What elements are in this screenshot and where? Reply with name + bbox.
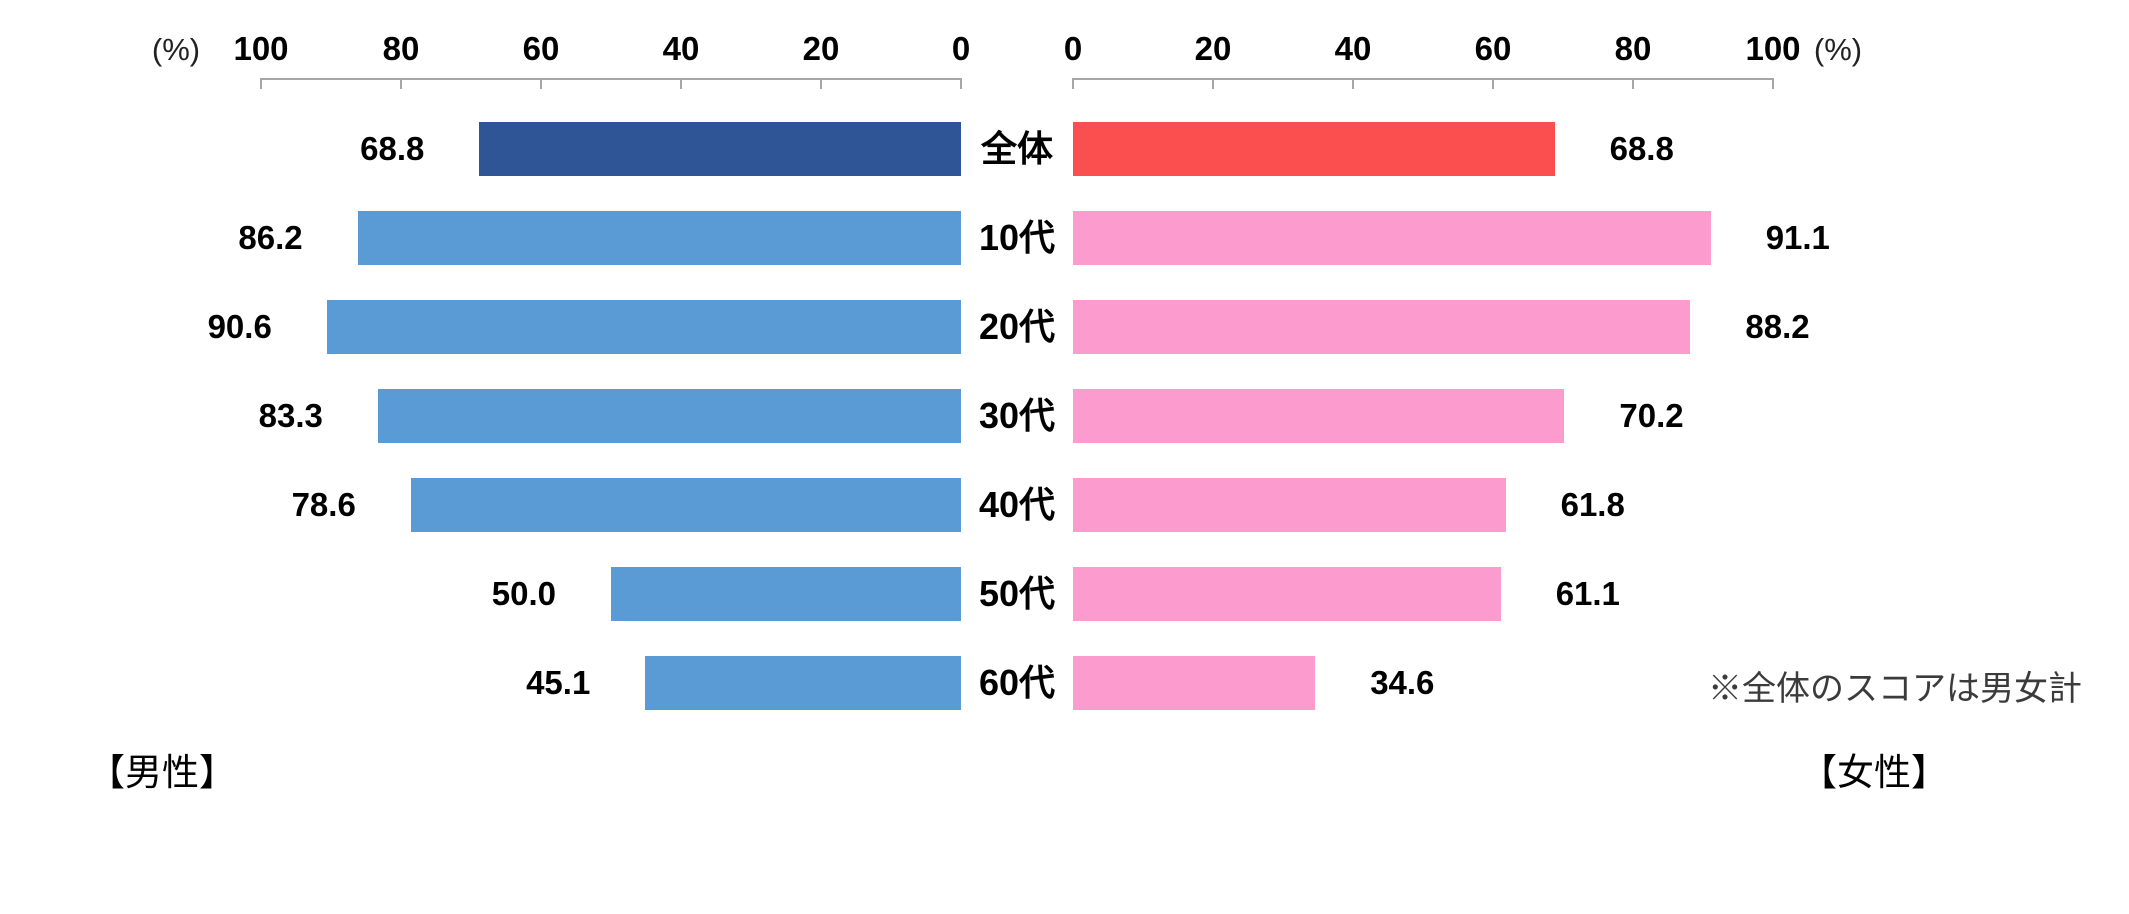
male-value-label: 50.0 xyxy=(491,575,556,612)
male-bar xyxy=(645,656,961,710)
category-label: 40代 xyxy=(978,484,1056,525)
male-value-label: 78.6 xyxy=(291,486,356,523)
male-bar xyxy=(611,567,961,621)
axis-tick-mark xyxy=(260,78,262,89)
female-value-label: 68.8 xyxy=(1609,130,1674,167)
male-value-label: 90.6 xyxy=(207,308,272,345)
axis-tick-mark xyxy=(540,78,542,89)
male-value-label: 86.2 xyxy=(238,219,303,256)
axis-tick-mark xyxy=(1352,78,1354,89)
axis-tick-mark xyxy=(1492,78,1494,89)
female-section-label: 【女性】 xyxy=(1800,752,1948,793)
male-section-label: 【男性】 xyxy=(88,752,236,793)
category-label: 全体 xyxy=(980,128,1053,169)
female-value-label: 88.2 xyxy=(1745,308,1810,345)
axis-tick-label: 40 xyxy=(1334,30,1372,67)
male-bar xyxy=(479,122,961,176)
axis-tick-label: 100 xyxy=(1745,30,1801,67)
axis-tick-label: 80 xyxy=(382,30,420,67)
male-value-label: 68.8 xyxy=(360,130,425,167)
axis-tick-mark xyxy=(960,78,962,89)
chart-row: 90.6 20代 88.2 xyxy=(0,300,2129,354)
left-axis-line xyxy=(261,78,961,80)
chart-row: 50.0 50代 61.1 xyxy=(0,567,2129,621)
male-bar xyxy=(326,300,961,354)
male-value-label: 83.3 xyxy=(258,397,323,434)
axis-tick-mark xyxy=(1212,78,1214,89)
axis-tick-label: 80 xyxy=(1614,30,1652,67)
axis-tick-mark xyxy=(680,78,682,89)
female-bar xyxy=(1073,300,1691,354)
axis-tick-mark xyxy=(820,78,822,89)
axis-tick-label: 40 xyxy=(662,30,700,67)
category-label: 20代 xyxy=(978,306,1056,347)
axis-tick-label: 100 xyxy=(233,30,289,67)
category-label: 30代 xyxy=(978,395,1056,436)
female-value-label: 70.2 xyxy=(1619,397,1684,434)
axis-tick-mark xyxy=(400,78,402,89)
female-value-label: 91.1 xyxy=(1765,219,1830,256)
axis-tick-label: 60 xyxy=(522,30,560,67)
male-bar xyxy=(357,211,961,265)
chart-row: 68.8 全体 68.8 xyxy=(0,122,2129,176)
female-bar xyxy=(1073,389,1565,443)
chart-row: 83.3 30代 70.2 xyxy=(0,389,2129,443)
axis-tick-mark xyxy=(1772,78,1774,89)
male-value-label: 45.1 xyxy=(526,664,591,701)
chart-row: 78.6 40代 61.8 xyxy=(0,478,2129,532)
right-axis-unit-label: (%) xyxy=(1813,32,1863,67)
axis-tick-label: 0 xyxy=(951,30,971,67)
female-bar xyxy=(1073,478,1506,532)
female-value-label: 61.8 xyxy=(1560,486,1625,523)
category-label: 10代 xyxy=(978,217,1056,258)
axis-tick-label: 20 xyxy=(802,30,840,67)
female-bar xyxy=(1073,211,1711,265)
male-bar xyxy=(410,478,961,532)
female-bar xyxy=(1073,656,1316,710)
female-value-label: 61.1 xyxy=(1555,575,1620,612)
left-axis-unit-label: (%) xyxy=(151,32,201,67)
axis-tick-label: 0 xyxy=(1063,30,1083,67)
category-label: 60代 xyxy=(978,662,1056,703)
male-bar xyxy=(377,389,961,443)
overall-score-note: ※全体のスコアは男女計 xyxy=(1708,670,2082,708)
axis-tick-label: 20 xyxy=(1194,30,1232,67)
right-axis-line xyxy=(1073,78,1773,80)
chart-row: 86.2 10代 91.1 xyxy=(0,211,2129,265)
female-value-label: 34.6 xyxy=(1370,664,1435,701)
axis-tick-label: 60 xyxy=(1474,30,1512,67)
axis-tick-mark xyxy=(1072,78,1074,89)
axis-tick-mark xyxy=(1632,78,1634,89)
female-bar xyxy=(1073,122,1555,176)
category-label: 50代 xyxy=(978,573,1056,614)
chart-row: 45.1 60代 34.6 xyxy=(0,656,2129,710)
female-bar xyxy=(1073,567,1501,621)
